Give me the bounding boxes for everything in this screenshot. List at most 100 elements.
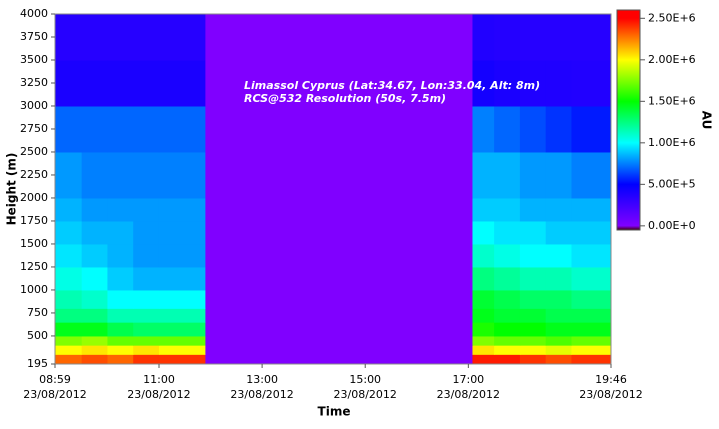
heat-cell xyxy=(519,105,547,153)
heat-cell xyxy=(158,308,206,323)
y-tick-label: 3500 xyxy=(20,53,48,66)
heat-cell xyxy=(545,14,572,61)
heat-cell xyxy=(81,335,108,346)
heat-cell xyxy=(107,308,134,323)
heat-cell xyxy=(158,266,206,291)
x-tick-date: 23/08/2012 xyxy=(230,388,293,401)
heat-cell xyxy=(545,335,572,346)
heat-cell xyxy=(81,322,108,337)
heat-cell xyxy=(472,243,495,268)
heat-cell xyxy=(205,289,473,309)
y-tick-label: 3000 xyxy=(20,99,48,112)
x-tick-label: 15:00 xyxy=(349,373,381,386)
heat-cell xyxy=(472,105,495,153)
heat-cell xyxy=(158,322,206,337)
heat-cell xyxy=(133,308,160,323)
heat-cell xyxy=(158,335,206,346)
heat-cell xyxy=(519,322,547,337)
y-tick-label: 2750 xyxy=(20,122,48,135)
heat-cell xyxy=(205,322,473,337)
heat-cell xyxy=(472,197,495,222)
y-tick-label: 1250 xyxy=(20,260,48,273)
heat-cell xyxy=(472,335,495,346)
heat-cell xyxy=(571,335,612,346)
heat-cell xyxy=(571,266,612,291)
heat-cell xyxy=(81,197,108,222)
heat-cell xyxy=(494,322,521,337)
heat-cell xyxy=(545,354,572,365)
colorbar xyxy=(616,9,641,231)
heat-cell xyxy=(81,105,108,153)
heat-cell xyxy=(133,197,160,222)
heat-cell xyxy=(107,197,134,222)
heat-cell xyxy=(494,345,521,355)
heat-cell xyxy=(133,322,160,337)
heat-cell xyxy=(472,59,495,107)
heat-cell xyxy=(571,105,612,153)
y-tick-label: 1750 xyxy=(20,214,48,227)
heat-cell xyxy=(472,14,495,61)
heat-cell xyxy=(81,289,108,309)
heat-cell xyxy=(133,105,160,153)
y-tick-label: 195 xyxy=(27,357,48,370)
heat-cell xyxy=(107,14,134,61)
colorbar-tick-label: 5.00E+5 xyxy=(648,177,696,190)
plot-frame xyxy=(54,13,612,365)
heat-cell xyxy=(571,322,612,337)
heat-cell xyxy=(133,151,160,199)
heat-cell xyxy=(519,151,547,199)
heat-cell xyxy=(107,105,134,153)
heat-cell xyxy=(545,105,572,153)
heat-cell xyxy=(545,289,572,309)
heat-cell xyxy=(107,335,134,346)
colorbar-title: AU xyxy=(700,111,714,130)
heat-cell xyxy=(494,14,521,61)
heat-cell xyxy=(519,59,547,107)
x-tick-label: 08:59 xyxy=(39,373,71,386)
y-tick-label: 2000 xyxy=(20,191,48,204)
heat-cell xyxy=(545,220,572,245)
heat-cell xyxy=(494,335,521,346)
heat-cell xyxy=(494,308,521,323)
heat-cell xyxy=(205,105,473,153)
heat-cell xyxy=(158,197,206,222)
heat-cell xyxy=(205,354,473,365)
heat-cell xyxy=(55,105,83,153)
annotation: RCS@532 Resolution (50s, 7.5m) xyxy=(244,92,446,105)
heat-cell xyxy=(494,220,521,245)
heat-cell xyxy=(133,14,160,61)
heat-cell xyxy=(519,220,547,245)
heat-cell xyxy=(81,14,108,61)
heat-cell xyxy=(545,308,572,323)
heat-cell xyxy=(55,308,83,323)
heat-cell xyxy=(519,243,547,268)
heat-cell xyxy=(158,345,206,355)
colorbar-tick-label: 1.50E+6 xyxy=(648,94,696,107)
heat-cell xyxy=(519,289,547,309)
heat-cell xyxy=(571,197,612,222)
x-tick-date: 23/08/2012 xyxy=(334,388,397,401)
heat-cell xyxy=(107,59,134,107)
y-tick-label: 4000 xyxy=(20,7,48,20)
heat-cell xyxy=(158,151,206,199)
heat-cell xyxy=(545,243,572,268)
heat-cell xyxy=(133,266,160,291)
heat-cell xyxy=(571,289,612,309)
heat-cell xyxy=(494,59,521,107)
heat-cell xyxy=(545,345,572,355)
heat-cell xyxy=(205,14,473,61)
heat-cell xyxy=(81,354,108,365)
x-tick-date: 23/08/2012 xyxy=(127,388,190,401)
heat-cell xyxy=(205,151,473,199)
heat-cell xyxy=(158,289,206,309)
annotation: Limassol Cyprus (Lat:34.67, Lon:33.04, A… xyxy=(244,79,540,92)
heat-cell xyxy=(205,220,473,245)
heat-cell xyxy=(494,197,521,222)
x-tick-date: 23/08/2012 xyxy=(579,388,642,401)
heat-cell xyxy=(494,354,521,365)
heat-cell xyxy=(494,243,521,268)
heat-cell xyxy=(545,266,572,291)
heat-cell xyxy=(472,151,495,199)
x-tick-label: 17:00 xyxy=(452,373,484,386)
